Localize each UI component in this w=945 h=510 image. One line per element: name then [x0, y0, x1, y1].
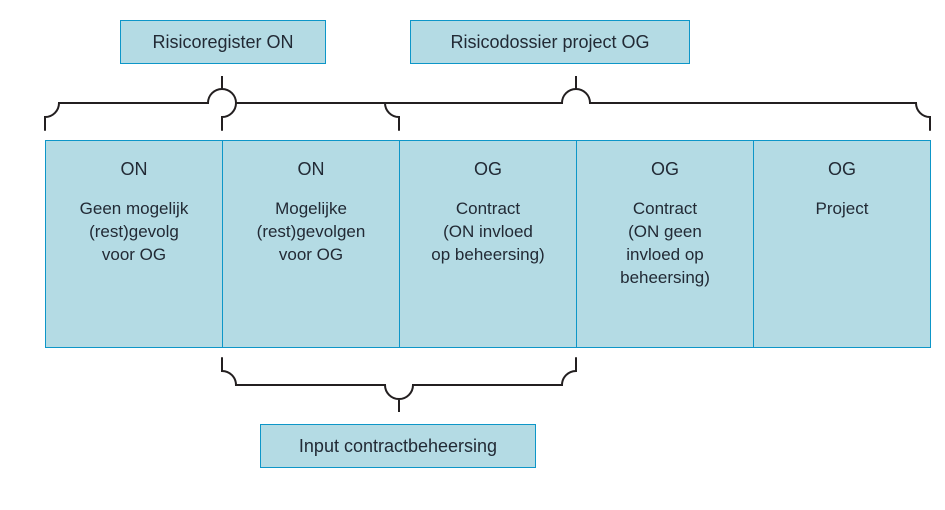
- cell-0-desc: Geen mogelijk(rest)gevolgvoor OG: [56, 198, 212, 267]
- top-label-0: Risicoregister ON: [120, 20, 326, 64]
- top-brace-1: [222, 76, 930, 130]
- cell-0-title: ON: [56, 159, 212, 180]
- cell-1-desc: Mogelijke(rest)gevolgenvoor OG: [233, 198, 389, 267]
- bottom-label-text: Input contractbeheersing: [299, 436, 497, 457]
- bottom-label: Input contractbeheersing: [260, 424, 536, 468]
- cell-2-desc: Contract(ON invloedop beheersing): [410, 198, 566, 267]
- cell-4-title: OG: [764, 159, 920, 180]
- cell-3: OG Contract(ON geeninvloed opbeheersing): [576, 140, 754, 348]
- top-label-1: Risicodossier project OG: [410, 20, 690, 64]
- cell-4-desc: Project: [764, 198, 920, 221]
- cell-1: ON Mogelijke(rest)gevolgenvoor OG: [222, 140, 400, 348]
- top-label-0-text: Risicoregister ON: [152, 32, 293, 53]
- cell-2: OG Contract(ON invloedop beheersing): [399, 140, 577, 348]
- cell-0: ON Geen mogelijk(rest)gevolgvoor OG: [45, 140, 223, 348]
- cell-4: OG Project: [753, 140, 931, 348]
- cell-2-title: OG: [410, 159, 566, 180]
- cell-1-title: ON: [233, 159, 389, 180]
- cell-3-title: OG: [587, 159, 743, 180]
- top-label-1-text: Risicodossier project OG: [450, 32, 649, 53]
- bottom-brace: [222, 358, 576, 412]
- cell-3-desc: Contract(ON geeninvloed opbeheersing): [587, 198, 743, 290]
